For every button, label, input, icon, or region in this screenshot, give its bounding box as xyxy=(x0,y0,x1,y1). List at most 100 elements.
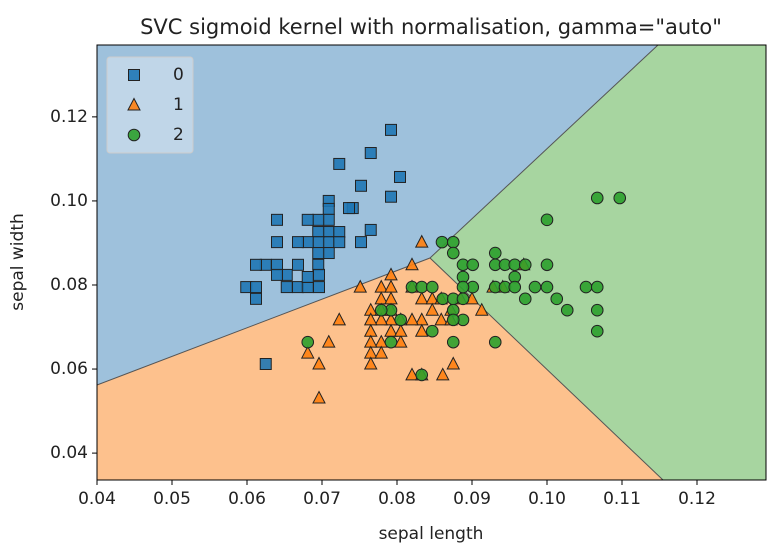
legend-marker xyxy=(128,69,140,81)
decision-regions xyxy=(96,44,766,481)
x-tick-label: 0.08 xyxy=(378,489,416,509)
point xyxy=(425,302,440,316)
y-axis-label: sepal width xyxy=(8,213,28,311)
point xyxy=(425,324,439,338)
point xyxy=(301,213,314,226)
point xyxy=(590,191,604,205)
point xyxy=(528,280,542,294)
point xyxy=(292,236,304,249)
point xyxy=(414,323,429,337)
point xyxy=(301,281,314,294)
point xyxy=(394,313,408,327)
point xyxy=(446,356,461,370)
point xyxy=(250,258,262,271)
point xyxy=(560,303,574,317)
point xyxy=(393,323,408,337)
point xyxy=(271,213,283,226)
point xyxy=(385,123,397,136)
point xyxy=(312,356,326,370)
point xyxy=(415,280,429,294)
x-tick-label: 0.06 xyxy=(228,489,266,509)
point xyxy=(405,367,419,381)
point xyxy=(271,236,283,249)
point xyxy=(405,312,419,326)
x-tick-label: 0.05 xyxy=(153,489,191,509)
point xyxy=(355,179,367,192)
x-tick-label: 0.07 xyxy=(303,489,341,509)
point xyxy=(508,280,522,294)
point xyxy=(374,303,388,317)
y-tick-label: 0.06 xyxy=(50,359,88,379)
point xyxy=(425,280,439,294)
x-tick-label: 0.11 xyxy=(603,489,641,509)
point xyxy=(322,202,335,215)
point xyxy=(363,356,378,370)
point xyxy=(259,358,272,370)
series xyxy=(240,123,406,370)
x-axis-label: sepal length xyxy=(379,524,484,544)
region-2 xyxy=(430,45,766,480)
chart-title: SVC sigmoid kernel with normalisation, g… xyxy=(140,15,722,39)
point xyxy=(508,258,522,272)
point xyxy=(590,303,604,317)
point xyxy=(332,312,347,326)
point xyxy=(353,279,368,293)
x-tick-label: 0.04 xyxy=(78,489,116,509)
legend: 0 1 2 xyxy=(106,56,194,154)
legend-label: 0 xyxy=(173,65,184,85)
point xyxy=(446,313,460,327)
point xyxy=(474,302,489,316)
legend-marker xyxy=(127,128,141,142)
legend-marker xyxy=(127,97,141,111)
point xyxy=(384,335,398,349)
point xyxy=(301,335,315,349)
point xyxy=(590,280,604,294)
point xyxy=(312,213,325,226)
point xyxy=(550,292,564,306)
point xyxy=(434,312,449,326)
point xyxy=(312,258,325,271)
point xyxy=(488,335,502,349)
point xyxy=(313,268,325,281)
point xyxy=(333,236,346,249)
point xyxy=(322,236,335,249)
point xyxy=(414,234,429,248)
point xyxy=(322,213,335,226)
point xyxy=(292,258,304,271)
point xyxy=(364,147,377,160)
point xyxy=(355,236,367,249)
series xyxy=(301,191,627,382)
point xyxy=(312,390,326,404)
point xyxy=(385,190,397,203)
point xyxy=(271,258,283,271)
point xyxy=(312,226,325,239)
y-tick-label: 0.08 xyxy=(50,275,88,295)
point xyxy=(540,258,554,272)
point xyxy=(415,368,429,382)
point xyxy=(518,258,532,272)
point xyxy=(300,345,315,359)
point xyxy=(414,291,429,305)
point xyxy=(394,170,406,183)
point xyxy=(333,226,346,239)
point xyxy=(405,257,419,271)
point xyxy=(488,246,502,260)
point xyxy=(518,292,532,306)
point xyxy=(466,258,480,272)
point xyxy=(435,367,450,381)
point xyxy=(540,213,554,227)
point xyxy=(321,334,336,348)
legend-label: 1 xyxy=(173,95,184,115)
point xyxy=(374,345,389,359)
point xyxy=(301,271,314,283)
point xyxy=(446,235,460,249)
x-tick-label: 0.10 xyxy=(528,489,566,509)
y-tick-label: 0.12 xyxy=(50,107,88,127)
point xyxy=(313,281,325,294)
region-0 xyxy=(97,45,658,385)
point xyxy=(436,292,450,306)
x-tick-label: 0.12 xyxy=(678,489,716,509)
point xyxy=(364,223,377,236)
region-1 xyxy=(97,258,663,480)
point xyxy=(446,246,460,260)
